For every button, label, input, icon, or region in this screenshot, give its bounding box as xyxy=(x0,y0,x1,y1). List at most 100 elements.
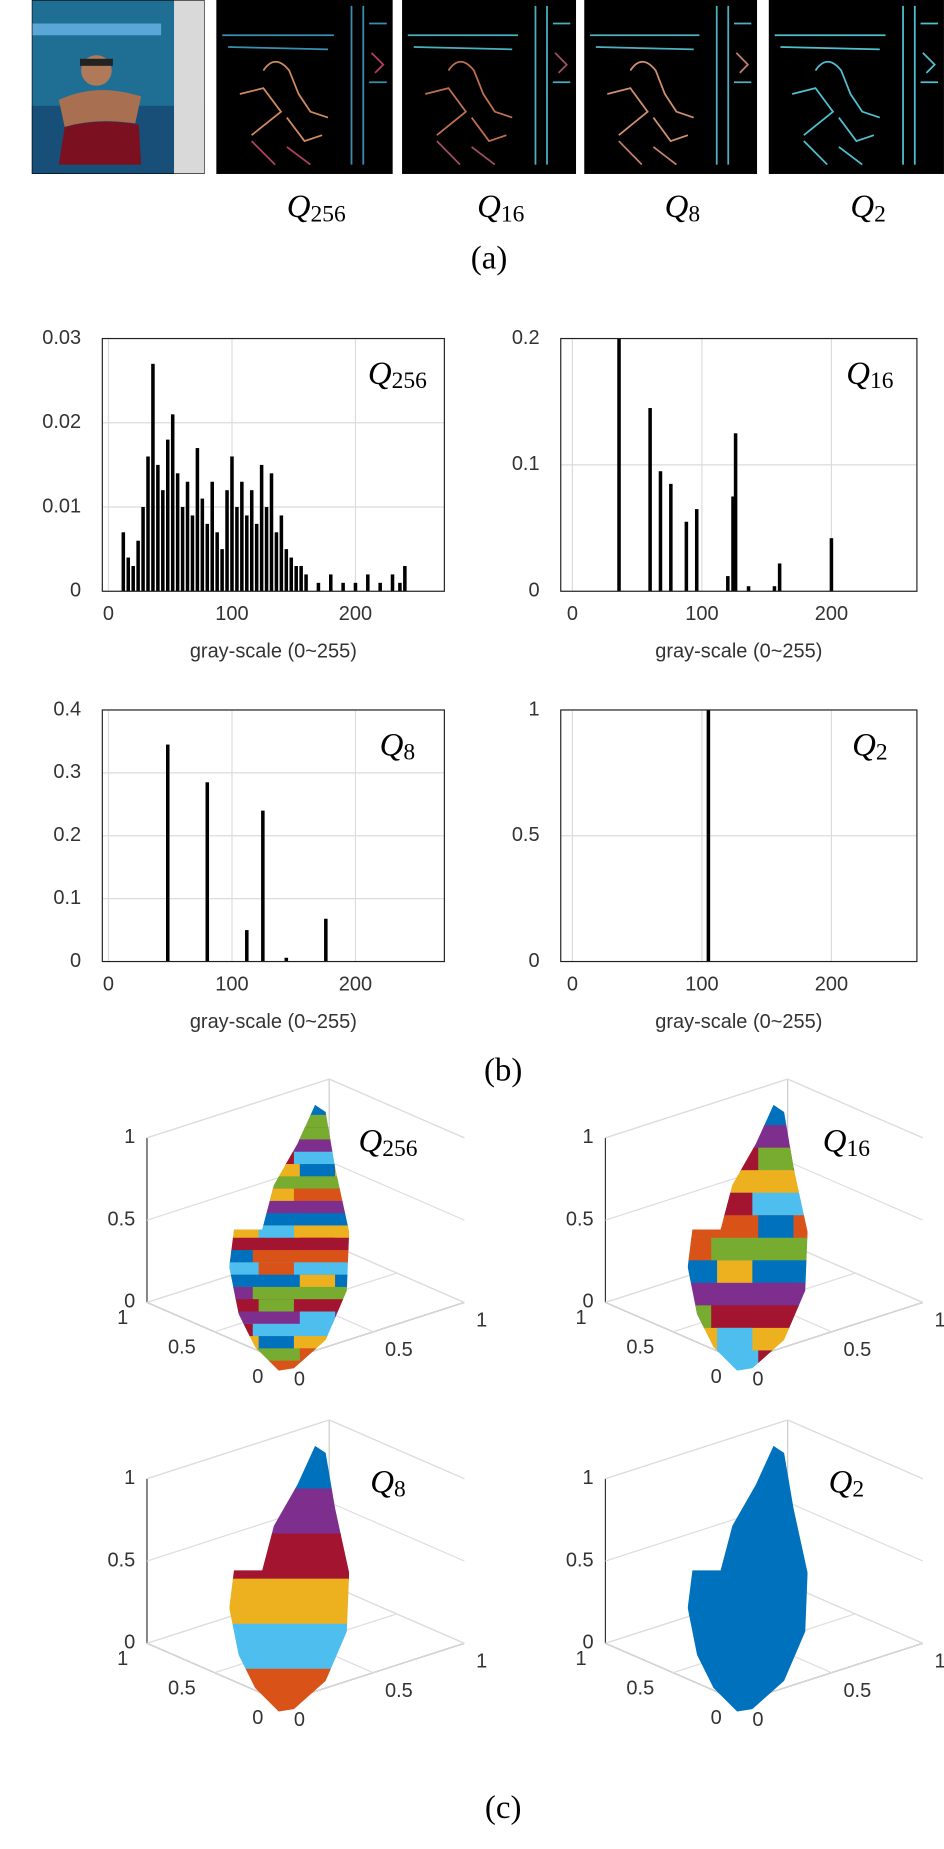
q-subscript: 8 xyxy=(688,202,700,228)
cloud-band xyxy=(758,1350,794,1371)
q-letter: Q xyxy=(370,1464,394,1500)
plot-frame xyxy=(560,337,918,592)
z-tick-label: 0 xyxy=(583,1291,594,1313)
bar xyxy=(777,563,782,592)
cloud-band xyxy=(717,1125,753,1149)
bar xyxy=(245,930,249,962)
bar xyxy=(684,521,689,592)
grid-line xyxy=(605,1078,788,1139)
edge xyxy=(774,5,939,165)
x-tick-label: 1 xyxy=(476,1650,487,1672)
bar xyxy=(121,532,126,592)
x-tick-label: 200 xyxy=(339,973,372,995)
q-label: Q16 xyxy=(823,1123,871,1162)
q-label: Q256 xyxy=(358,1123,417,1162)
bar xyxy=(235,507,239,592)
cloud-band xyxy=(229,1348,350,1362)
y-tick-label: 1 xyxy=(117,1307,128,1329)
q-letter: Q xyxy=(850,189,874,225)
q-letter: Q xyxy=(665,189,689,225)
cloud-band xyxy=(299,1164,336,1178)
cloud-band xyxy=(299,1200,336,1215)
z-tick-label: 1 xyxy=(583,1467,594,1489)
thumb-bg xyxy=(584,0,758,174)
bar xyxy=(225,490,229,592)
grid-line xyxy=(787,1419,924,1480)
q-subscript: 2 xyxy=(874,202,886,228)
y-tick-label: 0 xyxy=(252,1366,263,1388)
cloud-band xyxy=(687,1147,808,1172)
cloud-band xyxy=(758,1147,794,1172)
x-axis-label: gray-scale (0~255) xyxy=(190,1011,357,1033)
thumb-bg xyxy=(216,0,393,174)
bar xyxy=(329,574,333,592)
y-tick-label: 0.2 xyxy=(53,824,81,846)
q-letter: Q xyxy=(380,727,404,763)
bar xyxy=(279,515,284,592)
edge-thumbnail xyxy=(584,0,758,174)
bar xyxy=(390,574,395,592)
q-subscript: 2 xyxy=(876,740,888,766)
x-tick-label: 0 xyxy=(752,1709,763,1731)
x-tick-label: 0 xyxy=(752,1368,763,1390)
y-tick-label: 0.3 xyxy=(53,761,81,783)
edge xyxy=(436,52,568,166)
plot-frame xyxy=(101,709,445,963)
bar xyxy=(261,810,265,962)
bar xyxy=(215,532,219,592)
cloud-band xyxy=(229,1311,350,1325)
bar xyxy=(294,565,298,592)
bar xyxy=(733,433,738,592)
x-tick-label: 0.5 xyxy=(843,1680,871,1702)
x-tick-label: 200 xyxy=(815,603,848,625)
q-label: Q2 xyxy=(829,1464,865,1503)
bar xyxy=(175,473,180,592)
edge xyxy=(590,5,752,165)
plot-frame xyxy=(101,337,445,592)
cloud-band xyxy=(687,1237,808,1262)
bar xyxy=(304,574,308,592)
y-tick-label: 1 xyxy=(117,1648,128,1670)
x-tick-label: 200 xyxy=(339,603,372,625)
bar xyxy=(131,565,135,592)
y-tick-label: 0 xyxy=(70,950,81,972)
edge xyxy=(250,52,385,166)
z-tick-label: 0 xyxy=(583,1632,594,1654)
y-tick-label: 0.03 xyxy=(42,327,81,349)
y-tick-label: 0.5 xyxy=(168,1337,196,1359)
x-tick-label: 1 xyxy=(935,1650,944,1672)
bar xyxy=(195,448,200,592)
bar xyxy=(772,586,777,592)
photo-thumbnail xyxy=(31,0,205,174)
bar xyxy=(284,549,289,592)
cloud-band xyxy=(299,1237,336,1252)
bar xyxy=(166,439,170,592)
edge-thumbnail xyxy=(402,0,577,174)
z-tick-label: 0.5 xyxy=(566,1208,594,1230)
cloud-band xyxy=(758,1282,794,1307)
y-tick-label: 1 xyxy=(575,1648,586,1670)
cloud-band xyxy=(229,1237,350,1252)
bar xyxy=(289,557,294,592)
y-tick-label: 0 xyxy=(711,1707,722,1729)
edge xyxy=(222,5,387,165)
x-tick-label: 1 xyxy=(476,1309,487,1331)
q-letter: Q xyxy=(846,356,870,392)
x-tick-label: 200 xyxy=(815,973,848,995)
bar xyxy=(366,574,370,592)
x-axis-label: gray-scale (0~255) xyxy=(655,641,822,663)
bar xyxy=(141,507,145,592)
q-subscript: 2 xyxy=(852,1477,864,1503)
y-tick-label: 0 xyxy=(70,580,81,602)
q-subscript: 256 xyxy=(311,202,347,228)
z-tick-label: 1 xyxy=(124,1467,135,1489)
q-letter: Q xyxy=(287,189,311,225)
q-label: Q16 xyxy=(846,356,894,395)
cloud-band xyxy=(229,1114,350,1129)
point-cloud xyxy=(229,1445,350,1712)
bar xyxy=(341,582,345,592)
q-label: Q8 xyxy=(665,189,701,228)
cloud-band xyxy=(258,1262,294,1276)
bar xyxy=(200,498,205,592)
y-tick-label: 0.5 xyxy=(626,1677,654,1699)
